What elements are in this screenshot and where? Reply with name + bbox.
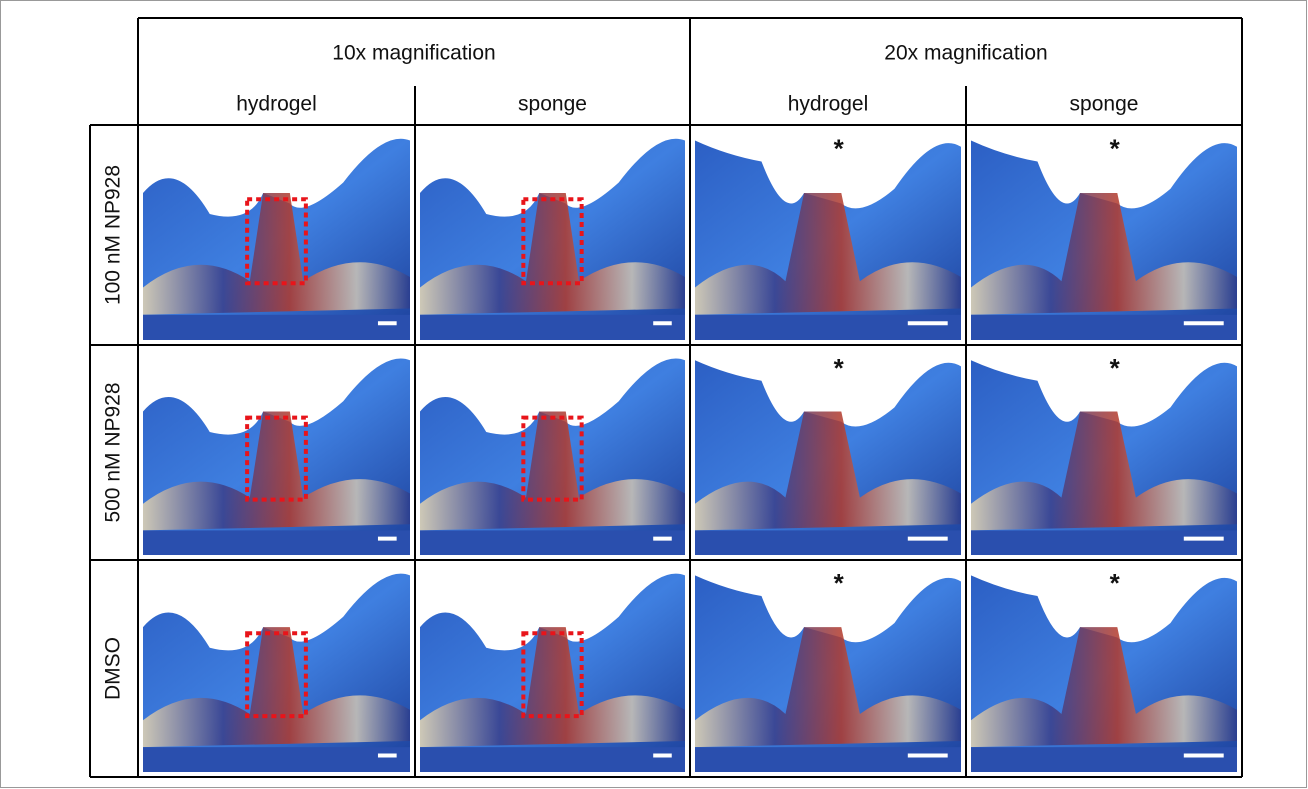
asterisk: * (1110, 568, 1121, 598)
micrograph (420, 565, 685, 772)
micrograph: * (971, 350, 1237, 555)
group-header: 10x magnification (332, 42, 495, 65)
group-header: 20x magnification (884, 42, 1047, 65)
micrograph (420, 130, 685, 340)
micrograph: * (695, 350, 961, 555)
base-band (420, 530, 685, 555)
asterisk: * (834, 568, 845, 598)
base-band (420, 315, 685, 340)
base-band (971, 530, 1237, 555)
column-header: hydrogel (236, 93, 317, 116)
base-band (971, 315, 1237, 340)
row-label: 500 nM NP928 (102, 382, 125, 522)
base-band (695, 747, 961, 772)
micrograph: * (971, 130, 1237, 340)
column-header: hydrogel (788, 93, 869, 116)
column-header: sponge (518, 93, 587, 116)
micrograph: * (971, 565, 1237, 772)
asterisk: * (834, 353, 845, 383)
asterisk: * (1110, 133, 1121, 163)
base-band (695, 530, 961, 555)
micrograph (143, 565, 410, 772)
asterisk: * (1110, 353, 1121, 383)
asterisk: * (834, 133, 845, 163)
micrograph (143, 130, 410, 340)
row-label: DMSO (102, 637, 125, 700)
column-header: sponge (1070, 93, 1139, 116)
base-band (420, 747, 685, 772)
base-band (143, 315, 410, 340)
micrograph (420, 350, 685, 555)
base-band (143, 530, 410, 555)
figure: 10x magnification 20x magnification hydrog… (0, 0, 1308, 789)
base-band (971, 747, 1237, 772)
row-label: 100 nM NP928 (102, 165, 125, 305)
base-band (695, 315, 961, 340)
base-band (143, 747, 410, 772)
micrograph: * (695, 130, 961, 340)
micrograph (143, 350, 410, 555)
micrograph: * (695, 565, 961, 772)
